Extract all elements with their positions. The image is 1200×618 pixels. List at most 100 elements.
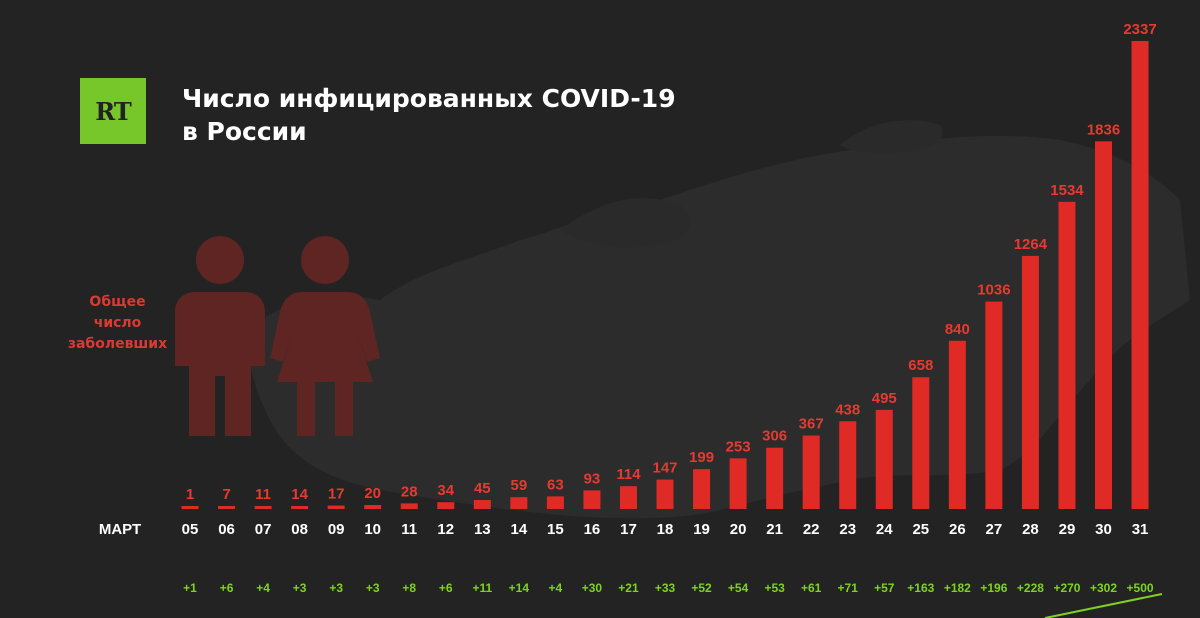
chart-title: Число инфицированных COVID-19 в России [182, 82, 702, 148]
bar-value-label: 28 [401, 483, 418, 500]
daily-increase-label: +1 [183, 581, 197, 595]
bar [218, 506, 236, 509]
title-line-2: в России [182, 117, 307, 146]
bar-value-label: 63 [547, 476, 564, 493]
x-tick-label: 15 [547, 521, 564, 538]
bar [327, 505, 345, 509]
x-tick-label: 20 [730, 521, 747, 538]
bar [802, 435, 820, 509]
bar [254, 506, 272, 509]
x-tick-label: 10 [364, 521, 381, 538]
daily-increase-label: +14 [509, 581, 530, 595]
bar-value-label: 20 [364, 485, 381, 502]
daily-increase-label: +6 [220, 581, 234, 595]
bar [583, 490, 601, 509]
daily-increase-label: +6 [439, 581, 453, 595]
daily-increase-label: +21 [618, 581, 639, 595]
bar-value-label: 114 [616, 466, 641, 483]
x-tick-label: 08 [291, 521, 308, 538]
daily-increase-label: +4 [256, 581, 270, 595]
bar-value-label: 1534 [1050, 182, 1084, 199]
bar [510, 497, 528, 509]
bar [400, 503, 418, 509]
bar [1131, 41, 1149, 509]
bar-value-label: 93 [584, 470, 601, 487]
daily-increase-label: +8 [402, 581, 416, 595]
daily-increase-label: +33 [655, 581, 676, 595]
bar-value-label: 438 [835, 401, 860, 418]
x-tick-label: 13 [474, 521, 491, 538]
daily-increase-label: +4 [549, 581, 563, 595]
daily-increase-label: +3 [366, 581, 380, 595]
bar-value-label: 2337 [1123, 21, 1156, 38]
x-tick-label: 17 [620, 521, 637, 538]
bar-value-label: 1 [186, 486, 194, 503]
x-tick-label: 25 [912, 521, 929, 538]
y-label-line-3: заболевших [67, 336, 168, 352]
rt-logo: RT [80, 78, 146, 144]
bar-value-label: 1264 [1014, 236, 1048, 253]
x-tick-label: 09 [328, 521, 345, 538]
bar [912, 377, 930, 509]
bar [291, 506, 309, 509]
x-tick-label: 06 [218, 521, 235, 538]
bar [985, 301, 1003, 509]
x-tick-label: 24 [876, 521, 893, 538]
bar [1021, 255, 1039, 509]
bar-value-label: 59 [511, 477, 528, 494]
x-tick-label: 18 [657, 521, 674, 538]
daily-increase-label: +71 [838, 581, 859, 595]
logo-text: RT [95, 96, 131, 126]
bar [364, 504, 382, 509]
bar-value-label: 253 [726, 438, 751, 455]
bar [181, 506, 199, 509]
bar-value-label: 658 [908, 357, 933, 374]
x-tick-label: 30 [1095, 521, 1112, 538]
bar [948, 340, 966, 509]
daily-increase-label: +52 [691, 581, 712, 595]
bar [766, 447, 784, 509]
bar-value-label: 1036 [977, 282, 1010, 299]
y-axis-label: Общее число заболевших [60, 292, 175, 355]
daily-increase-label: +500 [1127, 581, 1154, 595]
people-icon [175, 236, 380, 436]
daily-increase-label: +57 [874, 581, 895, 595]
bar [546, 496, 564, 509]
bar-value-label: 17 [328, 486, 345, 503]
bar [1095, 141, 1112, 510]
bar [875, 409, 893, 509]
bar-value-label: 1836 [1087, 121, 1120, 138]
bar [1058, 201, 1076, 510]
bar-value-label: 7 [222, 486, 230, 503]
daily-increase-label: +196 [980, 581, 1007, 595]
bar-value-label: 14 [291, 486, 308, 503]
bar [729, 458, 747, 509]
increase-trend-line [1044, 593, 1163, 618]
bar-value-label: 840 [945, 321, 970, 338]
title-line-1: Число инфицированных COVID-19 [182, 84, 676, 113]
daily-increase-label: +54 [728, 581, 749, 595]
bar-value-label: 147 [653, 460, 678, 477]
bar-value-label: 367 [799, 416, 824, 433]
bar-value-label: 495 [872, 390, 897, 407]
daily-increase-label: +30 [582, 581, 603, 595]
daily-increase-label: +61 [801, 581, 822, 595]
y-label-line-1: Общее [89, 294, 146, 310]
daily-increase-label: +163 [907, 581, 934, 595]
bar-value-label: 306 [762, 428, 787, 445]
x-axis-label: МАРТ [99, 521, 141, 538]
x-tick-label: 23 [839, 521, 856, 538]
x-tick-label: 29 [1059, 521, 1076, 538]
x-tick-label: 11 [401, 521, 417, 538]
y-label-line-2: число [93, 315, 142, 331]
x-tick-label: 07 [255, 521, 272, 538]
x-tick-label: 16 [584, 521, 601, 538]
bar-value-label: 45 [474, 480, 491, 497]
x-tick-label: 28 [1022, 521, 1039, 538]
x-tick-label: 26 [949, 521, 966, 538]
daily-increase-label: +302 [1090, 581, 1117, 595]
daily-increase-label: +3 [329, 581, 343, 595]
daily-increase-label: +53 [764, 581, 785, 595]
x-tick-label: 05 [182, 521, 199, 538]
